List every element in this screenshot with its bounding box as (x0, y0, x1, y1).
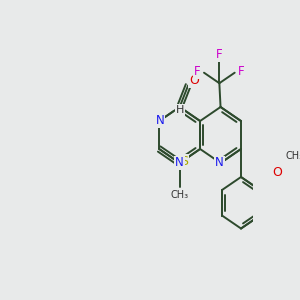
Text: F: F (216, 48, 223, 61)
Text: O: O (272, 167, 282, 179)
Text: O: O (189, 74, 199, 87)
Text: CH₃: CH₃ (171, 190, 189, 200)
Text: F: F (238, 65, 245, 78)
Text: F: F (194, 65, 201, 78)
Text: S: S (180, 155, 188, 168)
Text: N: N (215, 157, 224, 169)
Text: N: N (156, 115, 164, 128)
Text: H: H (176, 105, 184, 115)
Text: N: N (175, 157, 184, 169)
Text: CH₃: CH₃ (285, 151, 300, 161)
